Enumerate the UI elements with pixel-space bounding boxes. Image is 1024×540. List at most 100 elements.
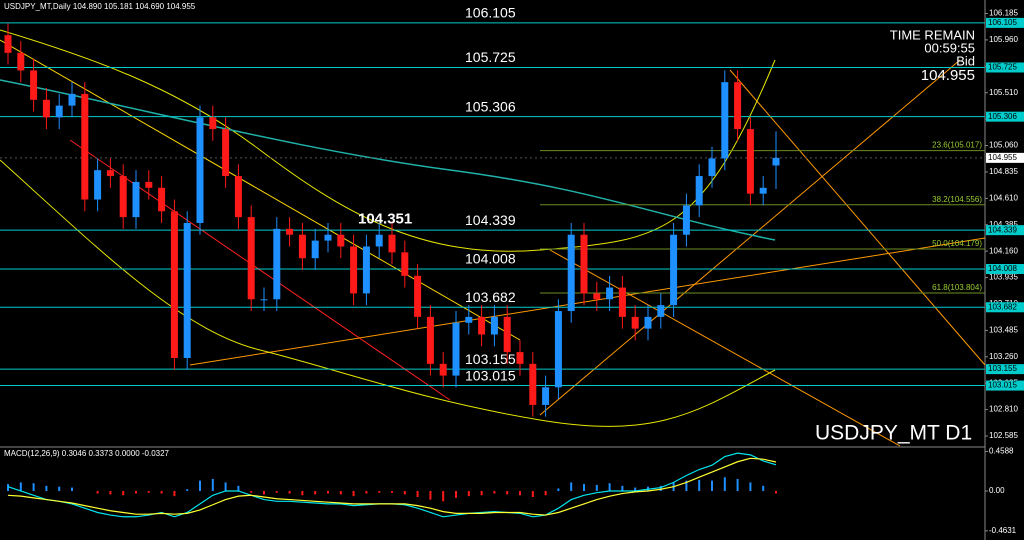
y-tick-label: 106.185 xyxy=(989,9,1018,18)
bid-label: Bid xyxy=(956,53,975,68)
candle-body xyxy=(311,240,319,259)
level-tag-label: 104.339 xyxy=(988,225,1017,234)
candle-body xyxy=(94,170,102,200)
level-tag xyxy=(986,302,1024,313)
fibo-label: 23.6(105.017) xyxy=(932,141,982,150)
level-label: 103.155 xyxy=(465,351,516,367)
candle-body xyxy=(734,82,742,130)
candle-body xyxy=(260,299,268,301)
y-tick-label: 104.160 xyxy=(989,246,1018,255)
candle-body xyxy=(708,158,716,177)
candle-body xyxy=(196,117,204,223)
trend-lines xyxy=(0,29,986,447)
level-label: 104.339 xyxy=(465,212,516,228)
candle-body xyxy=(222,129,230,177)
trend-line xyxy=(539,59,961,416)
fibo-label: 50.0(104.179) xyxy=(932,239,982,248)
moving-average xyxy=(0,79,776,241)
candle-body xyxy=(465,316,473,323)
candle-body xyxy=(478,316,486,335)
candle-body xyxy=(170,211,178,358)
y-tick-label: 103.260 xyxy=(989,352,1018,361)
level-tag-label: 106.105 xyxy=(988,18,1017,27)
candle-body xyxy=(542,387,550,405)
level-tag-label: 103.155 xyxy=(988,364,1017,373)
band-line xyxy=(0,29,776,252)
level-tag xyxy=(986,111,1024,122)
candle-body xyxy=(234,176,242,218)
candle-body xyxy=(81,93,89,200)
level-label: 106.105 xyxy=(465,5,516,21)
candle-body xyxy=(772,157,780,166)
macd-tick-label: 0.00 xyxy=(989,486,1005,495)
y-tick-label: 104.385 xyxy=(989,220,1018,229)
macd-line xyxy=(7,457,777,516)
level-label: 104.008 xyxy=(465,251,516,267)
candle-body xyxy=(337,234,345,247)
level-tag xyxy=(986,364,1024,375)
candle-body xyxy=(554,311,562,388)
y-tick-label: 104.835 xyxy=(989,167,1018,176)
candle-body xyxy=(631,316,639,329)
bid-tag xyxy=(986,152,1024,163)
candle-body xyxy=(644,316,652,329)
candle-body xyxy=(388,234,396,253)
candle-body xyxy=(516,352,524,364)
level-tag-label: 105.725 xyxy=(988,63,1017,72)
candle-body xyxy=(106,170,114,177)
candle-body xyxy=(503,316,511,353)
time-remain: 00:59:55 xyxy=(924,40,975,55)
level-label: 105.306 xyxy=(465,98,516,114)
candle-body xyxy=(375,234,383,247)
level-label: 103.682 xyxy=(465,289,516,305)
y-tick-label: 104.610 xyxy=(989,193,1018,202)
level-tag xyxy=(986,62,1024,73)
candle-body xyxy=(401,252,409,276)
y-tick-label: 102.810 xyxy=(989,405,1018,414)
candle-body xyxy=(30,70,38,100)
candle-body xyxy=(580,234,588,294)
candle-body xyxy=(439,363,447,376)
level-tag xyxy=(986,17,1024,28)
candle-body xyxy=(286,228,294,235)
bid-value: 104.955 xyxy=(921,67,975,84)
y-tick-label: 105.060 xyxy=(989,141,1018,150)
candle-body xyxy=(55,105,63,118)
candle-body xyxy=(247,217,255,300)
candle-body xyxy=(695,176,703,206)
candle-body xyxy=(490,316,498,335)
level-tag-label: 105.306 xyxy=(988,112,1017,121)
candle-body xyxy=(68,93,76,106)
candle-body xyxy=(759,187,767,194)
candle-body xyxy=(618,287,626,317)
fibo-label: 61.8(103.804) xyxy=(932,283,982,292)
candle-body xyxy=(682,205,690,235)
candle-body xyxy=(132,181,140,218)
macd-tick-label: 0.4588 xyxy=(989,447,1014,456)
symbol-label: USDJPY_MT D1 xyxy=(815,422,972,445)
trend-line xyxy=(549,249,901,447)
y-tick-label: 105.960 xyxy=(989,35,1018,44)
band-line xyxy=(0,159,776,427)
bid-tag-label: 104.955 xyxy=(988,153,1017,162)
annotation: 104.351 xyxy=(358,211,412,228)
trend-line xyxy=(729,69,986,366)
y-tick-label: 105.510 xyxy=(989,88,1018,97)
candle-body xyxy=(593,293,601,300)
candle-body xyxy=(298,234,306,259)
time-remain-label: TIME REMAIN xyxy=(890,27,975,42)
macd-tick-label: -0.4631 xyxy=(989,526,1017,535)
candle-body xyxy=(746,129,754,194)
candle-body xyxy=(209,117,217,130)
candle-body xyxy=(721,82,729,159)
level-tag-label: 103.015 xyxy=(988,381,1017,390)
level-tag xyxy=(986,380,1024,391)
candle-body xyxy=(426,316,434,364)
candle-body xyxy=(119,176,127,218)
level-label: 103.015 xyxy=(465,367,516,383)
macd-title: MACD(12,26,9) 0.3046 0.3373 0.0000 -0.03… xyxy=(4,449,170,458)
candle-body xyxy=(362,246,370,294)
fibo-label: 38.2(104.556) xyxy=(932,195,982,204)
